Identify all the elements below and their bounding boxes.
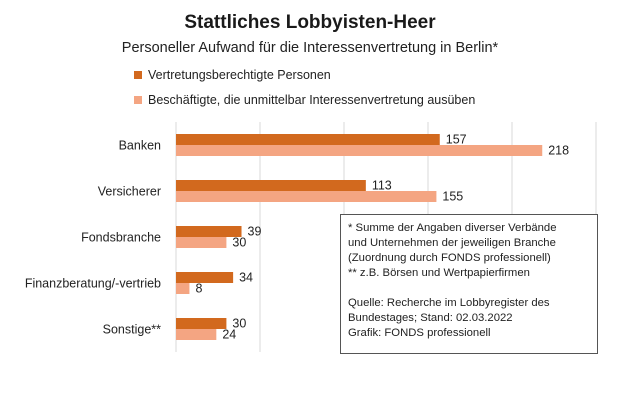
note-line: ** z.B. Börsen und Wertpapierfirmen [348, 267, 530, 279]
category-label: Banken [119, 139, 161, 153]
category-label: Finanzberatung/-vertrieb [25, 277, 161, 291]
bar-series-1 [176, 272, 234, 283]
value-label: 218 [548, 144, 569, 158]
bars [176, 134, 543, 340]
note-line: und Unternehmen der jeweiligen Branche [348, 237, 556, 249]
bar-series-1 [176, 134, 440, 145]
category-labels: Banken Versicherer Fondsbranche Finanzberat… [25, 139, 161, 337]
source-line: Quelle: Recherche im Lobbyregister des [348, 297, 550, 309]
legend-swatch-series-2 [134, 96, 142, 104]
value-label: 34 [239, 271, 253, 285]
bar-series-2 [176, 191, 437, 202]
chart-title: Stattliches Lobbyisten-Heer [184, 12, 436, 33]
category-label: Versicherer [98, 185, 161, 199]
value-label: 30 [232, 317, 246, 331]
note-line: * Summe der Angaben diverser Verbände [348, 222, 557, 234]
note-line: (Zuordnung durch FONDS professionell) [348, 252, 551, 264]
bar-series-2 [176, 329, 217, 340]
legend-swatch-series-1 [134, 71, 142, 79]
bar-series-1 [176, 226, 242, 237]
value-label: 8 [195, 282, 202, 296]
value-label: 39 [248, 225, 262, 239]
legend-label-series-2: Beschäftigte, die unmittelbar Interessen… [148, 93, 475, 107]
bar-series-2 [176, 283, 190, 294]
note-spacer [348, 281, 590, 296]
bar-series-2 [176, 237, 227, 248]
credit-line: Grafik: FONDS professionell [348, 327, 491, 339]
value-label: 24 [222, 328, 236, 342]
legend: Vertretungsberechtigte Personen Beschäft… [134, 68, 475, 107]
value-label: 155 [442, 190, 463, 204]
category-label: Fondsbranche [81, 231, 161, 245]
value-label: 157 [446, 133, 467, 147]
value-label: 113 [372, 179, 392, 193]
bar-series-1 [176, 318, 227, 329]
legend-label-series-1: Vertretungsberechtigte Personen [148, 68, 331, 82]
chart-subtitle: Personeller Aufwand für die Interessenve… [122, 40, 499, 56]
bar-series-2 [176, 145, 543, 156]
notes-box: * Summe der Angaben diverser Verbände un… [340, 214, 598, 354]
bar-series-1 [176, 180, 366, 191]
category-label: Sonstige** [103, 323, 162, 337]
value-label: 30 [232, 236, 246, 250]
source-line: Bundestages; Stand: 02.03.2022 [348, 312, 513, 324]
